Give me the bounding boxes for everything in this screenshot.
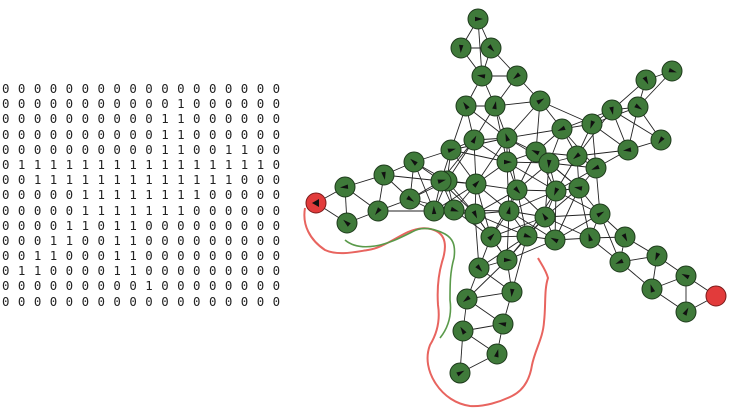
node-direction-icon [456,370,465,377]
node-direction-icon [557,125,566,131]
matrix-row: 0 0 0 0 0 0 0 0 0 0 1 1 0 0 0 0 0 0 [2,126,281,142]
node-direction-icon [470,135,477,144]
node-direction-icon [487,44,495,52]
node-direction-icon [375,207,382,215]
node-direction-icon [472,180,480,188]
node-direction-icon [463,101,470,110]
node-direction-icon [487,233,495,241]
node-direction-icon [623,147,632,152]
node-direction-icon [505,133,511,142]
node-direction-icon [590,120,596,129]
node-direction-icon [596,211,605,218]
node-direction-icon [340,184,349,189]
node-direction-icon [615,258,624,264]
node-direction-icon [642,76,649,85]
node-direction-icon [513,72,521,80]
matrix-row: 0 0 0 0 0 0 0 0 0 1 0 0 0 0 0 0 0 0 [2,278,281,294]
node-direction-icon [574,186,583,191]
matrix-row: 0 1 1 1 1 1 1 1 1 1 1 1 1 1 1 1 1 0 [2,156,281,172]
matrix-row: 0 0 0 0 0 0 0 0 0 0 0 0 0 0 0 0 0 0 [2,81,281,96]
node-direction-icon [475,16,483,22]
matrix-row: 0 0 0 1 1 0 0 1 1 0 0 0 0 0 0 0 0 0 [2,232,281,248]
node-direction-icon [381,171,386,180]
node-direction-icon [463,295,471,302]
matrix-row: 0 0 1 1 0 0 0 1 1 0 0 0 0 0 0 0 0 0 [2,248,281,264]
node-direction-icon [547,159,552,168]
node-direction-icon [447,148,456,153]
node-direction-icon [437,179,446,184]
node-direction-icon [460,326,467,335]
node-direction-icon [450,206,459,212]
node-direction-icon [542,212,549,221]
node-direction-icon [503,257,512,263]
node-direction-icon [406,195,415,202]
node-direction-icon [682,307,689,316]
node-direction-icon [655,252,661,261]
node-direction-icon [523,233,532,238]
node-direction-icon [498,322,507,327]
red-trajectory-path [303,207,549,408]
node-direction-icon [492,101,497,110]
nodes [334,8,697,384]
matrix-row: 0 0 0 0 1 1 0 1 1 0 0 0 0 0 0 0 0 0 [2,217,281,233]
node-direction-icon [494,349,499,358]
matrix-row: 0 0 0 0 0 0 0 0 0 0 1 1 0 0 1 1 0 0 [2,141,281,157]
node-direction-icon [343,219,351,227]
node-direction-icon [477,74,486,79]
node-direction-icon [573,152,581,160]
node-direction-icon [554,187,560,196]
node-direction-icon [510,288,515,297]
matrix-row: 0 0 0 0 0 0 0 0 0 0 0 1 0 0 0 0 0 0 [2,96,281,112]
node-direction-icon [506,206,511,215]
matrix-row: 0 0 0 0 0 0 0 0 0 0 1 1 0 0 0 0 0 0 [2,111,281,127]
node-direction-icon [658,136,665,144]
node-direction-icon [471,210,478,219]
node-direction-icon [475,264,483,272]
node-direction-icon [550,237,559,244]
node-direction-icon [668,68,677,73]
matrix-row: 0 1 1 0 0 0 0 1 1 0 0 0 0 0 0 0 0 0 [2,263,281,279]
node-direction-icon [410,158,418,166]
node-direction-icon [591,164,600,170]
node-direction-icon [609,106,614,115]
node-direction-icon [513,186,521,194]
node-direction-icon [588,233,593,242]
matrix-row: 0 0 0 0 0 1 1 1 1 1 1 1 1 0 0 0 0 0 [2,187,281,203]
node-direction-icon [634,103,643,110]
node-direction-icon [431,206,437,215]
node-direction-icon [621,233,628,242]
node-direction-icon [650,284,656,293]
matrix-row: 0 0 0 0 0 0 0 0 0 0 0 0 0 0 0 0 0 0 [2,293,281,309]
endpoint-direction-icon [312,199,319,207]
endpoint-node [705,285,727,307]
node-direction-icon [531,150,540,156]
matrix-row: 0 0 0 0 0 1 1 1 1 1 1 1 0 0 0 0 0 0 [2,202,281,218]
green-trajectory-path [344,227,456,339]
matrix-row: 0 0 1 1 1 1 1 1 1 1 1 1 1 1 1 0 0 0 [2,172,281,188]
node-direction-icon [504,159,512,165]
node-direction-icon [681,273,690,280]
node-direction-icon [459,44,464,53]
node-direction-icon [536,98,545,105]
